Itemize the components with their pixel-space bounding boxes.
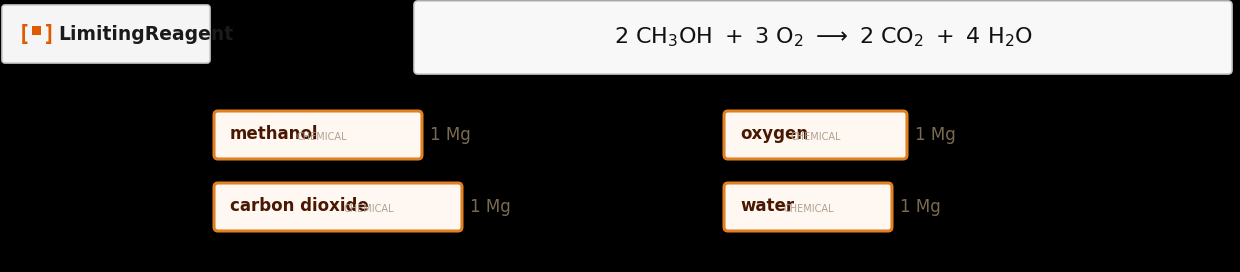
FancyBboxPatch shape (2, 5, 210, 63)
Text: [: [ (19, 24, 31, 44)
Text: 1 Mg: 1 Mg (470, 198, 511, 216)
Text: CHEMICAL: CHEMICAL (791, 132, 841, 142)
Text: water: water (740, 197, 794, 215)
Text: 1 Mg: 1 Mg (915, 126, 956, 144)
Text: $\mathregular{2\ CH_3OH\ +\ 3\ O_2\ \longrightarrow\ 2\ CO_2\ +\ 4\ H_2O}$: $\mathregular{2\ CH_3OH\ +\ 3\ O_2\ \lon… (614, 26, 1033, 49)
Text: ]: ] (43, 24, 56, 44)
Text: methanol: methanol (229, 125, 319, 143)
Text: 1 Mg: 1 Mg (430, 126, 471, 144)
FancyBboxPatch shape (414, 1, 1233, 74)
Text: LimitingReagent: LimitingReagent (58, 24, 233, 44)
Text: CHEMICAL: CHEMICAL (343, 204, 394, 214)
Text: CHEMICAL: CHEMICAL (782, 204, 833, 214)
FancyBboxPatch shape (215, 183, 463, 231)
FancyBboxPatch shape (724, 183, 892, 231)
Text: oxygen: oxygen (740, 125, 808, 143)
Text: CHEMICAL: CHEMICAL (296, 132, 347, 142)
FancyBboxPatch shape (32, 26, 41, 35)
FancyBboxPatch shape (215, 111, 422, 159)
Text: carbon dioxide: carbon dioxide (229, 197, 368, 215)
FancyBboxPatch shape (724, 111, 906, 159)
Text: 1 Mg: 1 Mg (900, 198, 941, 216)
